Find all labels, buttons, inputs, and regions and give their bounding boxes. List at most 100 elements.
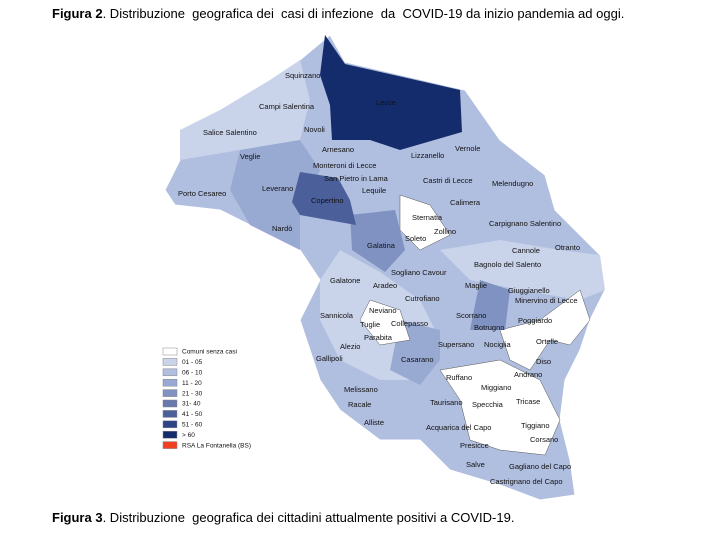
place-label: Presicce: [460, 441, 489, 450]
place-label: Arnesano: [322, 145, 354, 154]
region: [180, 60, 310, 160]
place-label: Aradeo: [373, 281, 397, 290]
figure-2-caption: Figura 2. Distribuzione geografica dei c…: [52, 6, 624, 21]
legend-label: > 60: [182, 432, 195, 439]
place-label: Gallipoli: [316, 354, 343, 363]
place-label: Campi Salentina: [259, 102, 315, 111]
place-label: Specchia: [472, 400, 504, 409]
place-label: Zollino: [434, 227, 456, 236]
place-label: Supersano: [438, 340, 474, 349]
place-label: Vernole: [455, 144, 480, 153]
place-label: Soleto: [405, 234, 426, 243]
place-label: Novoli: [304, 125, 325, 134]
place-label: Galatone: [330, 276, 360, 285]
place-label: Sternatia: [412, 213, 443, 222]
place-label: Castrignano del Capo: [490, 477, 563, 486]
legend-swatch: [162, 430, 178, 439]
place-label: Alliste: [364, 418, 384, 427]
legend-label: Comuni senza casi: [182, 349, 237, 356]
place-label: Tiggiano: [521, 421, 550, 430]
region: [499, 289, 591, 371]
legend-label: 31- 40: [182, 401, 201, 408]
place-label: Acquarica del Capo: [426, 423, 491, 432]
region: [440, 240, 605, 300]
place-label: Lequile: [362, 186, 386, 195]
place-label: Calimera: [450, 198, 481, 207]
place-label: Salve: [466, 460, 485, 469]
place-label: Diso: [536, 357, 551, 366]
region: [470, 280, 510, 330]
place-label: Neviano: [369, 306, 397, 315]
place-label: Copertino: [311, 196, 344, 205]
figure-label: Figura 3: [52, 510, 103, 525]
legend-label: 11 - 20: [182, 380, 202, 387]
place-label: Maglie: [465, 281, 487, 290]
legend-swatch: [162, 347, 178, 356]
place-label: Cannole: [512, 246, 540, 255]
caption-text: . Distribuzione geografica dei cittadini…: [102, 510, 515, 525]
place-label: Scorrano: [456, 311, 486, 320]
legend-swatch: [162, 378, 178, 387]
place-label: Lizzanello: [411, 151, 444, 160]
legend-swatch: [162, 389, 178, 397]
region: [439, 359, 561, 456]
place-label: Poggiardo: [518, 316, 552, 325]
place-label: Tuglie: [360, 320, 380, 329]
legend-swatch: [162, 441, 178, 449]
legend-label: RSA La Fontanella (BS): [182, 442, 251, 449]
legend-swatch: [162, 358, 178, 366]
place-label: Melissano: [344, 385, 378, 394]
place-label: Ortelle: [536, 337, 558, 346]
figure-3-caption: Figura 3. Distribuzione geografica dei c…: [52, 510, 514, 525]
place-label: San Pietro in Lama: [324, 174, 389, 183]
place-label: Botrugno: [474, 323, 504, 332]
legend-swatch: [162, 399, 178, 408]
caption-text: . Distribuzione geografica dei casi di i…: [102, 6, 625, 21]
region: [350, 210, 405, 272]
place-label: Galatina: [367, 241, 396, 250]
region: [292, 172, 356, 225]
legend-swatch: [162, 410, 178, 418]
region: [320, 35, 462, 150]
place-label: Melendugno: [492, 179, 533, 188]
place-label: Gagliano del Capo: [509, 462, 571, 471]
place-label: Collepasso: [391, 319, 428, 328]
place-label: Racale: [348, 400, 371, 409]
place-label: Sannicola: [320, 311, 354, 320]
region: [359, 299, 411, 346]
place-label: Parabita: [364, 333, 393, 342]
legend-label: 06 - 10: [182, 370, 203, 377]
place-label: Tricase: [516, 397, 540, 406]
place-label: Cutrofiano: [405, 294, 440, 303]
place-label: Taurisano: [430, 398, 463, 407]
place-label: Sogliano Cavour: [391, 268, 447, 277]
place-label: Minervino di Lecce: [515, 296, 578, 305]
region: [399, 194, 451, 251]
place-label: Leverano: [262, 184, 293, 193]
place-label: Veglie: [240, 152, 260, 161]
place-label: Castri di Lecce: [423, 176, 473, 185]
place-label: Monteroni di Lecce: [313, 161, 376, 170]
place-label: Bagnolo del Salento: [474, 260, 541, 269]
legend-label: 21 - 30: [182, 390, 203, 397]
place-label: Andrano: [514, 370, 542, 379]
place-labels: Squinzano Lecce Campi Salentina Salice Sale…: [178, 71, 580, 486]
legend-swatch: [162, 368, 178, 377]
legend-label: 51 - 60: [182, 422, 203, 429]
legend-label: 41 - 50: [182, 411, 203, 418]
legend-label: 01 - 05: [182, 359, 203, 366]
place-label: Casarano: [401, 355, 434, 364]
legend: Comuni senza casi 01 - 05 06 - 10 11 - 20 21…: [162, 347, 251, 449]
place-label: Carpignano Salentino: [489, 219, 561, 228]
place-label: Nardò: [272, 224, 292, 233]
legend-swatch: [162, 420, 178, 429]
place-label: Otranto: [555, 243, 580, 252]
place-label: Nociglia: [484, 340, 512, 349]
place-label: Porto Cesareo: [178, 189, 226, 198]
place-label: Squinzano: [285, 71, 320, 80]
place-label: Ruffano: [446, 373, 472, 382]
place-label: Alezio: [340, 342, 360, 351]
region: [230, 140, 320, 250]
